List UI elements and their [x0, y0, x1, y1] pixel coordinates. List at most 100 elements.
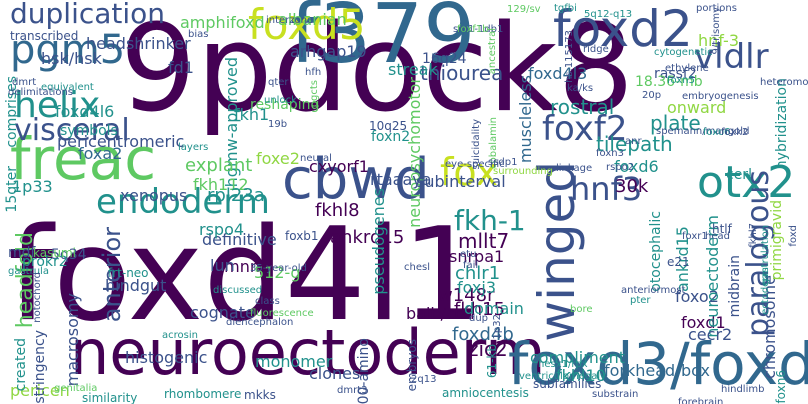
- cloud-word: fkhl8: [315, 202, 360, 220]
- cloud-word: onward: [667, 100, 726, 116]
- cloud-word: arhgap19: [290, 44, 367, 60]
- cloud-word: otocephalic: [649, 211, 663, 292]
- cloud-word: genitalia: [54, 384, 97, 394]
- cloud-word: 16q24: [422, 52, 467, 66]
- cloud-word: rspo2: [606, 163, 634, 173]
- cloud-word: transcribed: [10, 30, 78, 42]
- cloud-word: 1p32: [493, 314, 503, 339]
- cloud-word: ka/ks: [567, 84, 593, 94]
- cloud-word: ridge: [583, 45, 609, 55]
- cloud-word: dup: [469, 314, 488, 324]
- cloud-word: qter: [268, 78, 289, 88]
- cloud-word: neuropsychomotor: [407, 77, 423, 228]
- cloud-word: class: [255, 297, 280, 307]
- cloud-word: hybridization: [775, 78, 789, 169]
- cloud-word: substrain: [592, 390, 638, 400]
- cloud-word: duplication: [10, 0, 165, 28]
- cloud-word: rspo4: [199, 222, 244, 238]
- cloud-word: gastrulation: [761, 225, 771, 285]
- cloud-word: fail: [463, 261, 478, 271]
- cloud-word: forebrain: [678, 398, 723, 404]
- cloud-word: delimitations: [8, 88, 73, 98]
- cloud-word: amniocentesis: [442, 387, 529, 399]
- cloud-word: 19b: [268, 120, 287, 130]
- cloud-word: foxr1: [682, 232, 708, 242]
- cloud-word: pter: [630, 296, 651, 306]
- cloud-word: 35-year-old: [250, 264, 307, 274]
- cloud-word: low-stringency: [33, 330, 47, 404]
- cloud-word: anr: [625, 137, 642, 147]
- cloud-word: head: [705, 232, 730, 242]
- cloud-word: foxn2: [371, 130, 410, 144]
- cloud-word: cecr2: [688, 327, 732, 343]
- cloud-word: foxk2: [721, 128, 748, 138]
- cloud-word: foxj3: [457, 280, 496, 296]
- cloud-word: 61-kb: [486, 344, 498, 378]
- cloud-word: heteromorphic: [760, 78, 808, 88]
- cloud-word: xenopus: [120, 188, 187, 204]
- cloud-word: surrounding: [493, 167, 553, 177]
- cloud-word: primigravid: [770, 200, 784, 280]
- cloud-word: cytogenetic: [654, 48, 713, 58]
- cloud-word: hsk/hsk: [41, 51, 102, 67]
- cloud-word: foxe2: [256, 151, 300, 167]
- cloud-word: hs.115173: [565, 30, 575, 83]
- cloud-word: unlock: [264, 96, 297, 106]
- cloud-word: dmrt3: [337, 386, 367, 396]
- cloud-word: kasumi: [33, 247, 76, 259]
- cloud-word: cerl: [726, 168, 752, 182]
- cloud-word: fluorescence: [250, 309, 314, 319]
- cloud-word: histogenic: [125, 350, 207, 366]
- cloud-word: rpl23a: [207, 187, 265, 205]
- cloud-word: bias: [188, 30, 208, 40]
- cloud-word: diencephalon: [226, 318, 293, 328]
- cloud-word: foxf1b: [457, 25, 488, 35]
- cloud-word: ankrd15: [330, 229, 404, 247]
- cloud-word: foxn6: [775, 370, 787, 404]
- cloud-word: foxd4l6: [55, 104, 114, 120]
- cloud-word: ventriculomegaly: [519, 372, 606, 382]
- cloud-word: fd1: [168, 60, 194, 76]
- cloud-word: bore: [570, 305, 593, 315]
- cloud-word: rostral: [550, 97, 614, 117]
- cloud-word: discussed: [213, 286, 262, 296]
- cloud-word: hfh: [305, 68, 321, 78]
- cloud-word: macrosomy: [65, 293, 81, 386]
- cloud-word: etu: [460, 250, 476, 260]
- cloud-word: neural: [300, 154, 332, 164]
- cloud-word: 129/sv: [507, 5, 541, 15]
- cloud-word: 2q13: [411, 375, 436, 385]
- cloud-word: symbols: [60, 124, 118, 138]
- cloud-word: foxa2: [78, 146, 122, 162]
- cloud-word: midbrain: [728, 255, 742, 317]
- cloud-word: foxn3: [596, 149, 624, 159]
- cloud-word: tgfbi: [554, 4, 577, 14]
- cloud-word: 9/trisomy: [712, 7, 722, 55]
- cloud-word: muscleless: [518, 75, 534, 163]
- cloud-word: chesl: [404, 263, 430, 273]
- cloud-word: created: [14, 338, 28, 391]
- cloud-word: 15qter: [5, 166, 19, 213]
- cloud-word: pgcts: [310, 80, 320, 107]
- cloud-word: frt-neo: [108, 267, 149, 279]
- cloud-word: e21: [667, 256, 690, 268]
- cloud-word: foxd4l3: [528, 66, 587, 82]
- cloud-word: hindgut: [105, 278, 166, 294]
- cloud-word: acrosin: [162, 331, 198, 341]
- cloud-word: foxd: [789, 225, 799, 247]
- cloud-word: explant: [185, 157, 252, 175]
- cloud-word: ancestral: [488, 28, 498, 74]
- cloud-word: 20p: [642, 91, 661, 101]
- cloud-word: fkhl7: [749, 223, 759, 248]
- cloud-word: layers: [178, 143, 208, 153]
- cloud-word: hindlimb: [721, 385, 764, 395]
- cloud-word: foxn5: [667, 76, 695, 86]
- cloud-word: linkage: [556, 164, 592, 174]
- cloud-word: pseudogenes: [371, 188, 387, 295]
- cloud-word: embryogenesis: [682, 92, 759, 102]
- cloud-word: monomer: [255, 354, 332, 370]
- cloud-word: mkks: [244, 389, 276, 401]
- cloud-word: notochord: [33, 272, 43, 323]
- cloud-word: foxb1: [285, 230, 319, 242]
